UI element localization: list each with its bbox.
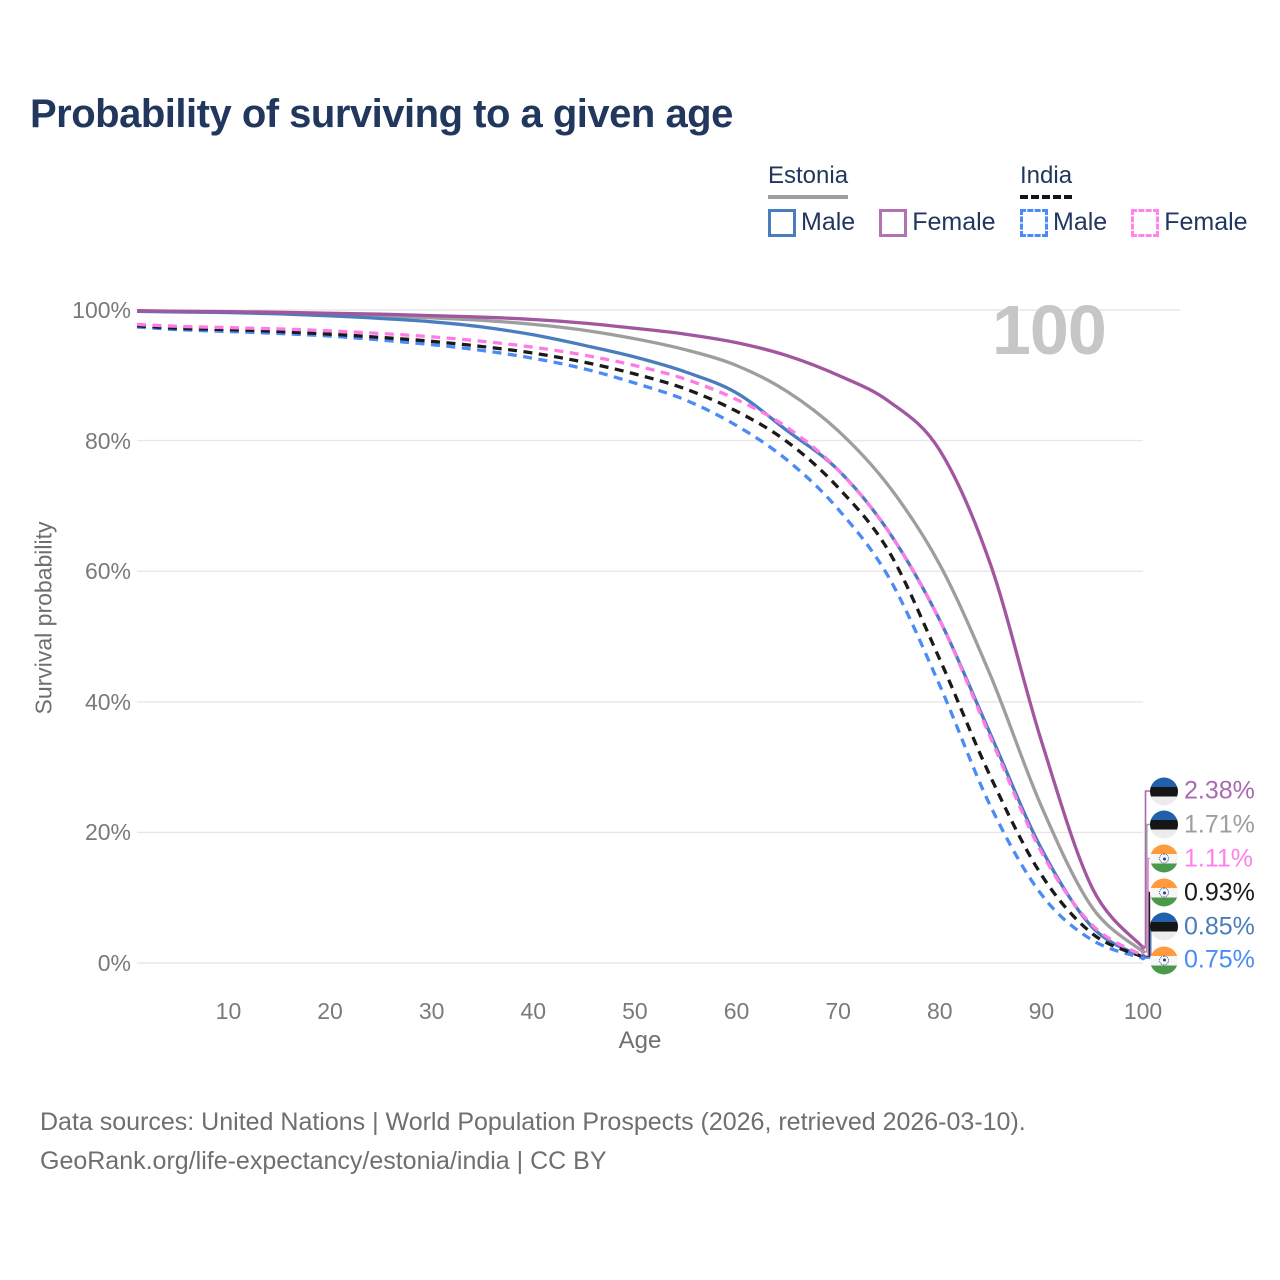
- end-label-india-both: 0.93%: [1150, 878, 1255, 907]
- legend-item-label: Male: [801, 208, 856, 236]
- end-label-value: 0.85%: [1184, 912, 1255, 940]
- estonia-flag-icon: [1150, 777, 1178, 805]
- x-tick-label: 60: [723, 998, 750, 1024]
- hover-age-watermark: 100: [992, 291, 1107, 369]
- x-tick-label: 80: [926, 998, 953, 1024]
- series-endpoint-estonia_both: [1140, 949, 1146, 955]
- india-flag-icon: [1150, 878, 1178, 907]
- legend-item-label: Male: [1053, 208, 1108, 236]
- legend-item-label: Female: [912, 208, 996, 236]
- series-line-india_female[interactable]: [136, 322, 1144, 958]
- end-label-value: 2.38%: [1184, 776, 1255, 805]
- legend-row-estonia: Male Female: [768, 208, 996, 237]
- end-label-value: 1.11%: [1184, 844, 1254, 872]
- y-axis-title: Survival probability: [30, 521, 57, 715]
- series-line-estonia_female[interactable]: [136, 309, 1145, 949]
- india-female-swatch-icon: [1131, 208, 1160, 237]
- footer-attribution[interactable]: GeoRank.org/life-expectancy/estonia/indi…: [40, 1147, 607, 1175]
- x-axis-title: Age: [618, 1027, 662, 1054]
- legend-row-india: Male Female: [1020, 208, 1248, 237]
- series-endpoint-estonia_female: [1140, 945, 1146, 950]
- end-label-estonia-male: 0.85%: [1150, 912, 1255, 941]
- y-tick-label: 40%: [84, 688, 131, 715]
- series-line-india_male[interactable]: [136, 325, 1144, 960]
- legend-heading-estonia[interactable]: Estonia: [768, 162, 849, 199]
- x-tick-label: 90: [1028, 998, 1055, 1024]
- y-tick-label: 100%: [72, 297, 131, 323]
- legend-item-india-male[interactable]: Male: [1020, 208, 1107, 237]
- x-tick-label: 30: [418, 998, 445, 1024]
- end-label-connector-india_female: [1143, 857, 1150, 957]
- legend-heading-india[interactable]: India: [1020, 162, 1073, 199]
- y-tick-label: 60%: [84, 558, 131, 585]
- end-label-india-male: 0.75%: [1150, 946, 1255, 975]
- x-tick-label: 70: [825, 998, 851, 1024]
- india-flag-icon: [1150, 946, 1178, 974]
- end-label-value: 0.75%: [1184, 945, 1255, 974]
- end-label-value: 0.93%: [1184, 878, 1255, 906]
- end-label-value: 1.71%: [1184, 810, 1255, 838]
- legend-group-india: India Male Female: [1020, 162, 1248, 237]
- x-tick-label: 40: [520, 998, 547, 1024]
- x-tick-label: 100: [1123, 998, 1163, 1024]
- estonia-flag-icon: [1150, 810, 1178, 839]
- estonia-female-swatch-icon: [879, 208, 908, 237]
- end-label-india-female: 1.11%: [1150, 844, 1253, 873]
- x-tick-label: 10: [215, 998, 242, 1024]
- x-tick-label: 20: [317, 998, 343, 1024]
- legend-item-india-female[interactable]: Female: [1131, 208, 1248, 237]
- series-line-estonia_both[interactable]: [136, 309, 1145, 954]
- estonia-flag-icon: [1150, 912, 1178, 941]
- legend-group-estonia: Estonia Male Female: [768, 162, 996, 237]
- series-endpoint-india_male: [1140, 955, 1146, 961]
- x-tick-label: 50: [622, 998, 648, 1024]
- footer-data-sources: Data sources: United Nations | World Pop…: [40, 1108, 1026, 1136]
- page-title: Probability of surviving to a given age: [30, 92, 733, 136]
- y-tick-label: 0%: [97, 950, 131, 976]
- series-line-india_both[interactable]: [136, 324, 1144, 959]
- y-tick-label: 20%: [84, 819, 131, 846]
- legend-item-label: Female: [1164, 208, 1248, 236]
- estonia-male-swatch-icon: [768, 208, 796, 237]
- y-tick-label: 80%: [84, 427, 131, 454]
- end-label-estonia-both: 1.71%: [1150, 810, 1255, 839]
- legend-item-estonia-female[interactable]: Female: [879, 208, 996, 237]
- end-label-estonia-female: 2.38%: [1150, 777, 1255, 806]
- india-flag-icon: [1150, 844, 1178, 873]
- india-male-swatch-icon: [1020, 208, 1048, 237]
- series-line-estonia_male[interactable]: [136, 309, 1144, 959]
- legend-item-estonia-male[interactable]: Male: [768, 208, 855, 237]
